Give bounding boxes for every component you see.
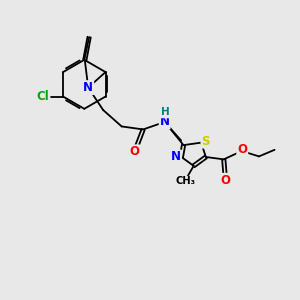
Text: N: N <box>171 151 181 164</box>
Text: S: S <box>201 135 210 148</box>
Text: O: O <box>220 174 230 187</box>
Text: N: N <box>83 81 93 94</box>
Text: N: N <box>160 116 170 128</box>
Text: O: O <box>237 143 247 156</box>
Text: CH₃: CH₃ <box>175 176 195 186</box>
Text: Cl: Cl <box>37 90 50 103</box>
Text: O: O <box>129 145 139 158</box>
Text: H: H <box>161 107 170 117</box>
